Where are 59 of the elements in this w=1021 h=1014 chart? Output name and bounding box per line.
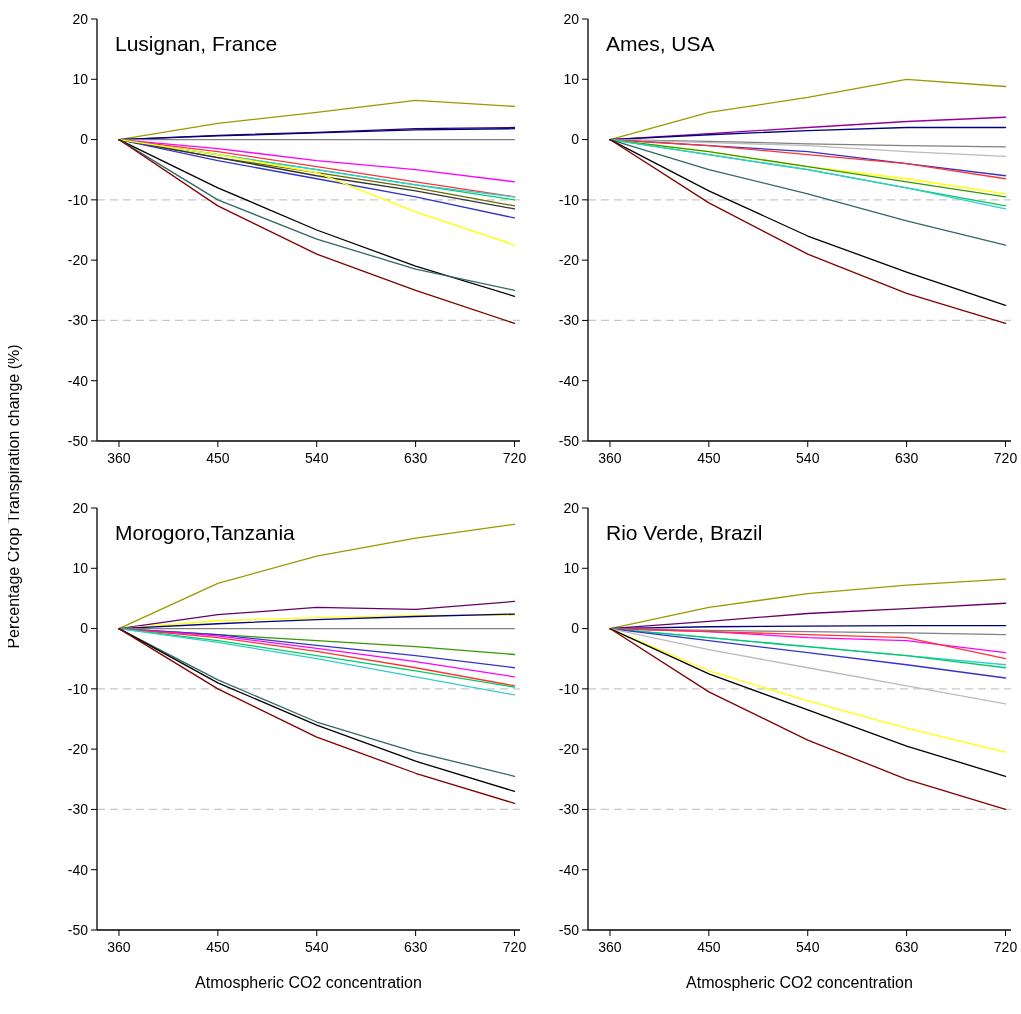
x-tick-label: 360 xyxy=(107,450,131,466)
x-tick-label: 720 xyxy=(993,450,1018,466)
x-tick-label: 540 xyxy=(305,450,329,466)
y-tick-label: -50 xyxy=(67,921,89,938)
x-tick-label: 360 xyxy=(598,450,622,466)
y-tick-label: -50 xyxy=(558,921,580,938)
x-tick-label: 360 xyxy=(107,939,131,955)
y-tick-label: 0 xyxy=(80,620,89,637)
y-tick-label: -40 xyxy=(558,372,580,389)
y-tick-label: -20 xyxy=(67,252,89,269)
y-tick-label: -30 xyxy=(67,312,89,329)
y-axis-title: Percentage Crop Transpiration change (%) xyxy=(5,344,22,649)
text: Rio Verde, Brazil xyxy=(606,521,763,544)
y-tick-label: -30 xyxy=(558,801,580,818)
y-tick-label: 20 xyxy=(563,499,580,516)
y-tick-label: 20 xyxy=(72,499,89,516)
y-tick-label: -50 xyxy=(67,432,89,449)
x-tick-label: 720 xyxy=(502,450,527,466)
x-tick-label: 360 xyxy=(598,939,622,955)
y-tick-label: 0 xyxy=(80,131,89,148)
x-tick-label: 540 xyxy=(796,939,820,955)
x-tick-label: 450 xyxy=(697,939,721,955)
y-tick-label: 10 xyxy=(563,560,580,577)
y-tick-label: -40 xyxy=(67,372,89,389)
x-tick-label: 630 xyxy=(894,939,919,955)
y-tick-label: -30 xyxy=(67,801,89,818)
y-tick-label: -40 xyxy=(67,861,89,878)
y-tick-label: 0 xyxy=(571,620,580,637)
y-tick-label: -10 xyxy=(558,680,580,697)
y-tick-label: -20 xyxy=(67,741,89,758)
y-tick-label: -30 xyxy=(558,312,580,329)
x-axis-title: Atmospheric CO2 concentration xyxy=(686,974,913,991)
y-tick-label: 20 xyxy=(72,10,89,27)
x-tick-label: 450 xyxy=(206,450,230,466)
x-tick-label: 540 xyxy=(796,450,820,466)
y-tick-label: 0 xyxy=(571,131,580,148)
y-tick-label: -10 xyxy=(67,680,89,697)
y-tick-label: 20 xyxy=(563,10,580,27)
x-tick-label: 450 xyxy=(206,939,230,955)
text: Morogoro,Tanzania xyxy=(115,521,296,544)
x-tick-label: 630 xyxy=(403,939,428,955)
y-tick-label: -20 xyxy=(558,252,580,269)
text: Lusignan, France xyxy=(115,32,278,55)
x-tick-label: 450 xyxy=(697,450,721,466)
x-tick-label: 540 xyxy=(305,939,329,955)
y-tick-label: 10 xyxy=(72,71,89,88)
y-tick-label: -10 xyxy=(67,191,89,208)
x-tick-label: 720 xyxy=(993,939,1018,955)
y-tick-label: -10 xyxy=(558,191,580,208)
x-tick-label: 630 xyxy=(403,450,428,466)
y-tick-label: -50 xyxy=(558,432,580,449)
y-tick-label: 10 xyxy=(72,560,89,577)
y-tick-label: -20 xyxy=(558,741,580,758)
x-tick-label: 720 xyxy=(502,939,527,955)
y-tick-label: 10 xyxy=(563,71,580,88)
x-tick-label: 630 xyxy=(894,450,919,466)
x-axis-title: Atmospheric CO2 concentration xyxy=(195,974,422,991)
y-tick-label: -40 xyxy=(558,861,580,878)
text: Ames, USA xyxy=(606,32,715,55)
